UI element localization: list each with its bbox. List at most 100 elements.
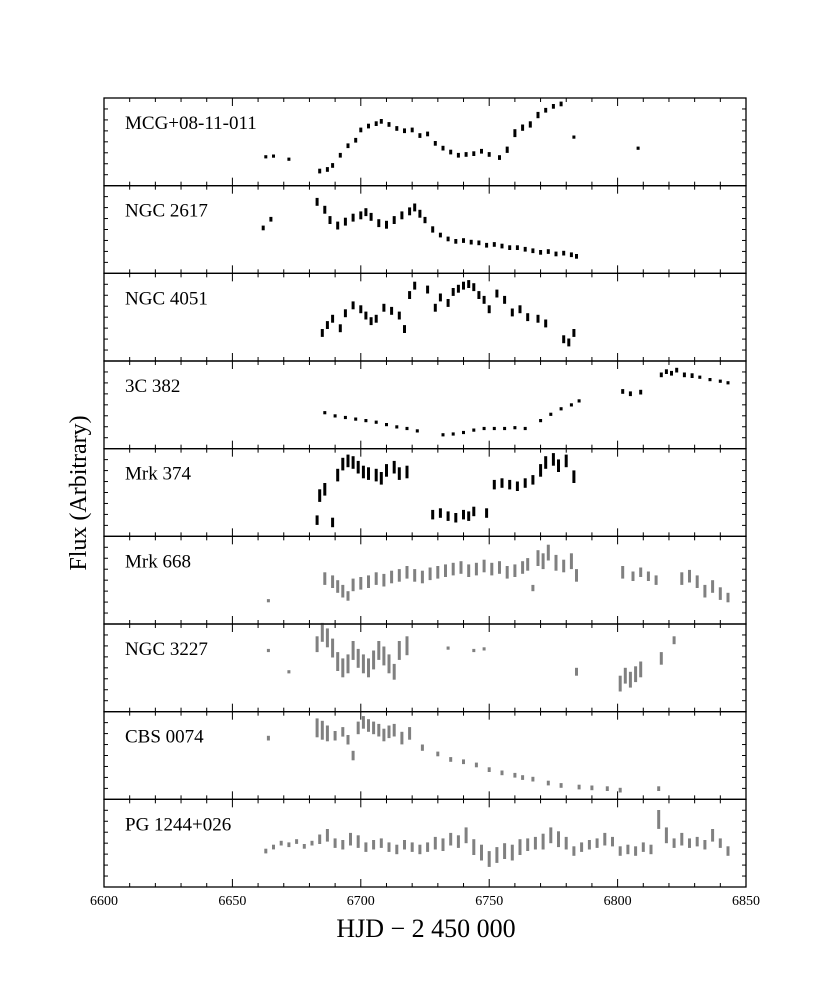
data-point <box>495 847 499 863</box>
data-point <box>333 414 337 418</box>
data-point <box>318 168 322 174</box>
data-point <box>295 839 299 844</box>
data-point <box>490 562 494 576</box>
data-point <box>387 842 391 852</box>
data-point <box>382 728 386 742</box>
data-point <box>557 831 560 848</box>
data-point <box>508 479 512 490</box>
data-point <box>459 561 463 574</box>
data-point <box>639 389 643 395</box>
panel-4: 3C 382 <box>103 360 747 450</box>
data-point <box>361 465 365 479</box>
panel-5-points <box>315 453 576 528</box>
data-point <box>554 251 558 257</box>
data-point <box>418 209 422 218</box>
data-point <box>562 335 566 344</box>
data-point <box>726 846 730 856</box>
data-point <box>544 107 548 113</box>
data-point <box>526 313 530 322</box>
data-point <box>531 584 535 592</box>
data-point <box>266 735 270 741</box>
data-point <box>472 428 476 432</box>
data-point <box>575 667 578 676</box>
data-point <box>287 670 291 674</box>
x-tick-label: 6850 <box>732 894 760 909</box>
data-point <box>408 727 412 740</box>
data-point <box>641 842 645 852</box>
x-tick-label: 6650 <box>218 894 246 909</box>
data-point <box>367 658 370 678</box>
data-point <box>310 840 314 846</box>
data-point <box>433 141 437 146</box>
data-point <box>503 426 507 431</box>
data-point <box>264 848 268 854</box>
data-point <box>518 305 522 314</box>
data-point <box>405 465 409 479</box>
data-point <box>372 840 376 850</box>
data-point <box>269 216 273 222</box>
data-point <box>331 314 335 323</box>
data-point <box>359 211 363 220</box>
data-point <box>266 648 270 653</box>
data-point <box>405 566 409 579</box>
data-point <box>575 254 578 259</box>
data-point <box>477 240 481 246</box>
data-point <box>569 553 573 570</box>
data-point <box>482 295 486 304</box>
data-point <box>541 553 545 570</box>
data-point <box>546 249 550 254</box>
data-point <box>628 391 632 397</box>
x-tick-label: 6800 <box>604 894 632 909</box>
data-point <box>482 426 486 431</box>
data-point <box>526 838 530 851</box>
panel-8: CBS 0074 <box>103 711 747 800</box>
data-point <box>539 250 543 255</box>
data-point <box>374 572 378 585</box>
data-point <box>577 784 581 790</box>
panel-label: MCG+08-11-011 <box>125 113 257 134</box>
data-point <box>390 570 394 584</box>
data-point <box>639 661 643 678</box>
data-point <box>336 652 340 671</box>
panel-frame <box>103 798 747 888</box>
data-point <box>498 155 501 160</box>
data-point <box>562 559 566 573</box>
data-point <box>336 468 340 482</box>
data-point <box>379 838 383 848</box>
data-point <box>374 420 378 424</box>
data-point <box>385 464 388 477</box>
data-point <box>505 566 509 579</box>
data-point <box>331 575 335 588</box>
data-point <box>680 572 684 585</box>
data-point <box>577 399 581 403</box>
data-point <box>531 475 535 485</box>
data-point <box>500 770 504 776</box>
data-point <box>456 284 460 293</box>
data-point <box>405 426 409 431</box>
data-point <box>418 844 422 855</box>
panel-5: Mrk 374 <box>103 448 747 537</box>
data-point <box>449 757 453 762</box>
data-point <box>325 167 329 172</box>
data-point <box>302 844 306 849</box>
data-point <box>364 208 368 217</box>
data-point <box>508 245 512 250</box>
data-point <box>634 846 638 856</box>
data-point <box>559 407 563 411</box>
data-point <box>343 217 347 226</box>
data-point <box>611 836 614 847</box>
data-point <box>346 591 350 601</box>
panel-2-points <box>261 197 578 259</box>
data-point <box>325 628 329 648</box>
data-point <box>698 375 702 379</box>
data-point <box>618 675 622 692</box>
data-point <box>456 152 460 158</box>
data-point <box>351 578 355 592</box>
data-point <box>567 338 571 347</box>
data-point <box>428 567 432 581</box>
data-point <box>328 216 332 224</box>
data-point <box>356 648 360 668</box>
data-point <box>649 844 653 855</box>
data-point <box>572 470 576 483</box>
